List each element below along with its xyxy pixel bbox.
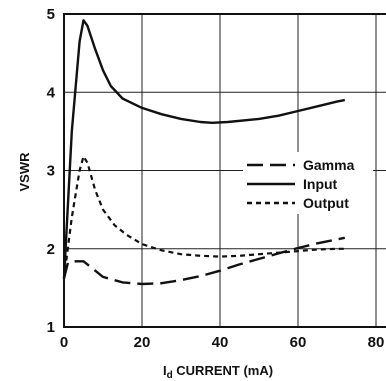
x-tick-label: 40: [212, 334, 229, 351]
legend: Gamma Input Output: [243, 152, 373, 214]
series-layer: [62, 19, 346, 286]
y-tick-label: 2: [47, 241, 55, 258]
x-axis-title-subscript: d: [167, 370, 173, 381]
series-line-output: [62, 155, 345, 279]
series-line-input: [62, 19, 346, 279]
legend-label-input: Input: [303, 176, 338, 192]
x-axis-title-rest: CURRENT (mA): [173, 363, 273, 378]
legend-label-gamma: Gamma: [303, 157, 355, 173]
x-tick-label: 80: [368, 334, 385, 351]
y-tick-label: 3: [47, 163, 55, 180]
plot-frame: [63, 13, 386, 328]
series-line-gamma: [62, 236, 346, 286]
x-tick-label: 0: [60, 334, 68, 351]
y-tick-label: 4: [47, 84, 56, 101]
x-tick-labels: 0 20 40 60 80: [60, 334, 385, 351]
x-axis-title-main: I: [163, 363, 167, 378]
y-tick-label: 1: [47, 319, 55, 336]
y-tick-labels: 1 2 3 4 5: [47, 6, 56, 336]
x-tick-label: 60: [290, 334, 307, 351]
legend-label-output: Output: [303, 195, 349, 211]
x-axis-title: Id CURRENT (mA): [163, 363, 273, 381]
x-tick-label: 20: [134, 334, 151, 351]
y-tick-label: 5: [47, 6, 55, 23]
y-axis-title: VSWR: [17, 152, 32, 192]
